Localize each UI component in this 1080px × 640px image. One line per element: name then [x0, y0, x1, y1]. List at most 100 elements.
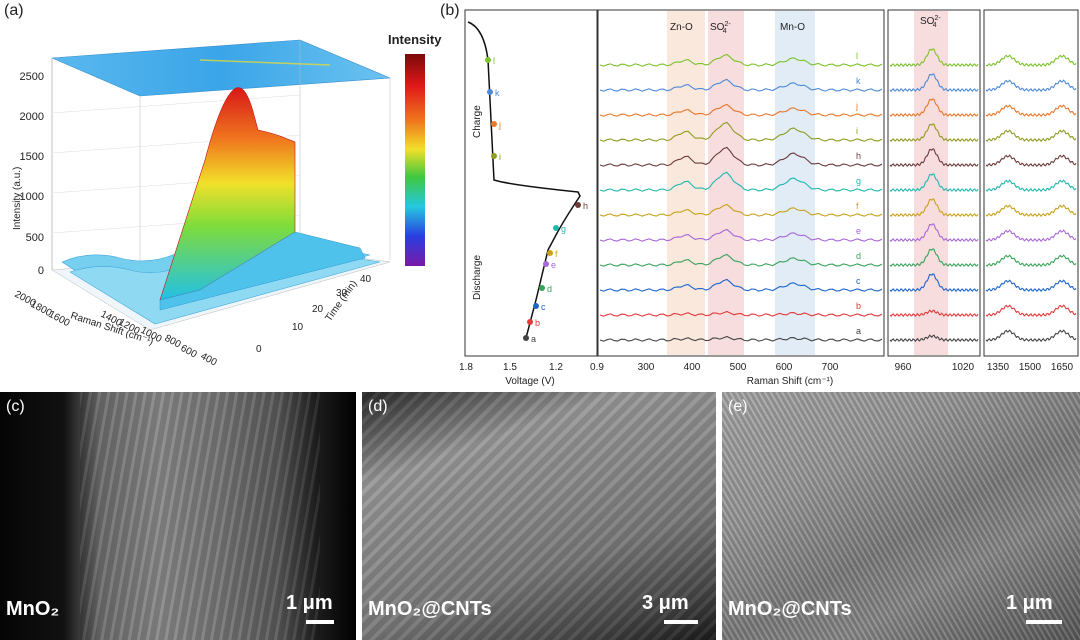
raman-tick: 400 [684, 362, 701, 373]
main-peak-surface [159, 87, 296, 301]
mno-band [775, 11, 815, 355]
voltage-point-label: a [531, 334, 536, 344]
mno-label: Mn-O [780, 22, 805, 33]
voltage-point-e [543, 261, 549, 267]
voltage-point-d [539, 285, 545, 291]
panel-d-scale-text: 3 μm [642, 592, 689, 614]
t-tick: 10 [292, 322, 304, 333]
voltage-curve [467, 21, 581, 339]
spectrum-label: i [856, 126, 858, 136]
so4-trace-h [889, 148, 979, 168]
cnt-trace-a [985, 329, 1077, 343]
raman-axis-label: Raman Shift (cm⁻¹) [747, 376, 833, 387]
spectrum-b [599, 310, 883, 317]
cnt-trace-h [985, 154, 1077, 168]
cnt-trace-c [985, 279, 1077, 293]
cnt-trace-b [985, 304, 1077, 318]
cnt-trace-g [985, 179, 1077, 193]
voltage-point-a [523, 335, 529, 341]
so4-trace-b [889, 309, 979, 318]
raman-tick: 600 [776, 362, 793, 373]
sem-image-d: (d) MnO₂@CNTs 3 μm [362, 392, 716, 640]
panel-b-figure: Charge Discharge 1.8 1.5 1.2 0.9 Voltage… [460, 9, 1079, 387]
voltage-point-label: l [493, 56, 495, 66]
spectrum-label: k [856, 76, 861, 86]
voltage-point-label: g [561, 224, 566, 234]
so4-trace-e [889, 223, 979, 243]
spectrum-label: d [856, 251, 861, 261]
so4-trace-c [889, 273, 979, 293]
raman-tick: 300 [638, 362, 655, 373]
so4-trace-l [889, 48, 979, 68]
so4-band [708, 11, 744, 355]
z-axis-label: Intensity (a.u.) [12, 167, 23, 230]
panel-c-scale-bar [306, 620, 334, 624]
sub2-tick: 1500 [1019, 362, 1042, 373]
spectrum-label: j [855, 101, 858, 111]
spectrum-label: g [856, 176, 861, 186]
z-tick-500: 500 [26, 232, 44, 244]
z-tick-1000: 1000 [20, 191, 44, 203]
x-tick: 800 [163, 333, 183, 351]
raman-spectra: a b c d e f g h i j k l [599, 51, 883, 342]
voltage-axis-label: Voltage (V) [505, 376, 554, 387]
spectrum-h [599, 146, 883, 167]
spectrum-c [599, 278, 883, 292]
spectrum-label: h [856, 151, 861, 161]
so4-spectra [889, 48, 979, 343]
so4-trace-k [889, 73, 979, 93]
t-tick: 0 [256, 344, 262, 355]
panel-a-3d-plot: 0 500 1000 1500 2000 2500 Intensity (a.u… [12, 32, 442, 369]
raman-tick: 700 [822, 362, 839, 373]
t-tick: 20 [312, 304, 324, 315]
voltage-point-l [485, 57, 491, 63]
panel-d-label: (d) [368, 398, 388, 415]
colorbar-title: Intensity [388, 32, 442, 47]
t-tick: 30 [336, 288, 348, 299]
colorbar [405, 54, 425, 266]
voltage-point-label: b [535, 318, 540, 328]
cnt-trace-i [985, 129, 1077, 143]
voltage-tick: 0.9 [590, 362, 604, 373]
spectrum-label: e [856, 226, 861, 236]
sub2-tick: 1350 [987, 362, 1010, 373]
spectrum-k [599, 78, 883, 92]
spectrum-i [599, 121, 883, 142]
spectrum-g [599, 171, 883, 192]
cnt-spectra [985, 54, 1077, 343]
projection-plane [51, 39, 391, 97]
panel-e-label: (e) [728, 398, 748, 415]
spectrum-label: f [856, 201, 859, 211]
discharge-label: Discharge [472, 255, 483, 300]
cnt-trace-f [985, 204, 1077, 218]
so4-sub-label: SO2-4 [920, 15, 941, 29]
panel-d-scale-bar [664, 620, 698, 624]
spectrum-j [599, 103, 883, 117]
spectrum-e [599, 228, 883, 242]
voltage-point-label: j [498, 120, 501, 130]
voltage-point-label: i [499, 152, 501, 162]
voltage-point-label: f [555, 249, 558, 259]
x-tick: 600 [179, 343, 199, 361]
so4-trace-f [889, 198, 979, 218]
panel-e-scale-text: 1 μm [1006, 592, 1053, 614]
spectrum-a [599, 335, 883, 342]
voltage-tick: 1.8 [460, 362, 473, 373]
spectrum-d [599, 253, 883, 267]
panel-c-label: (c) [6, 398, 25, 415]
so4-label: SO2-4 [710, 21, 731, 35]
cnt-trace-j [985, 104, 1077, 118]
x-tick: 400 [199, 351, 219, 369]
spectrum-label: b [856, 301, 861, 311]
z-tick-0: 0 [38, 265, 44, 277]
voltage-point-b [527, 319, 533, 325]
panel-b-label: (b) [440, 2, 460, 19]
so4-trace-g [889, 173, 979, 193]
spectrum-l [599, 53, 883, 67]
voltage-point-label: c [541, 302, 546, 312]
voltage-point-label: e [551, 260, 556, 270]
z-tick-2500: 2500 [20, 71, 44, 83]
raman-tick: 500 [730, 362, 747, 373]
sem-image-c: (c) MnO₂ 1 μm [0, 392, 356, 640]
